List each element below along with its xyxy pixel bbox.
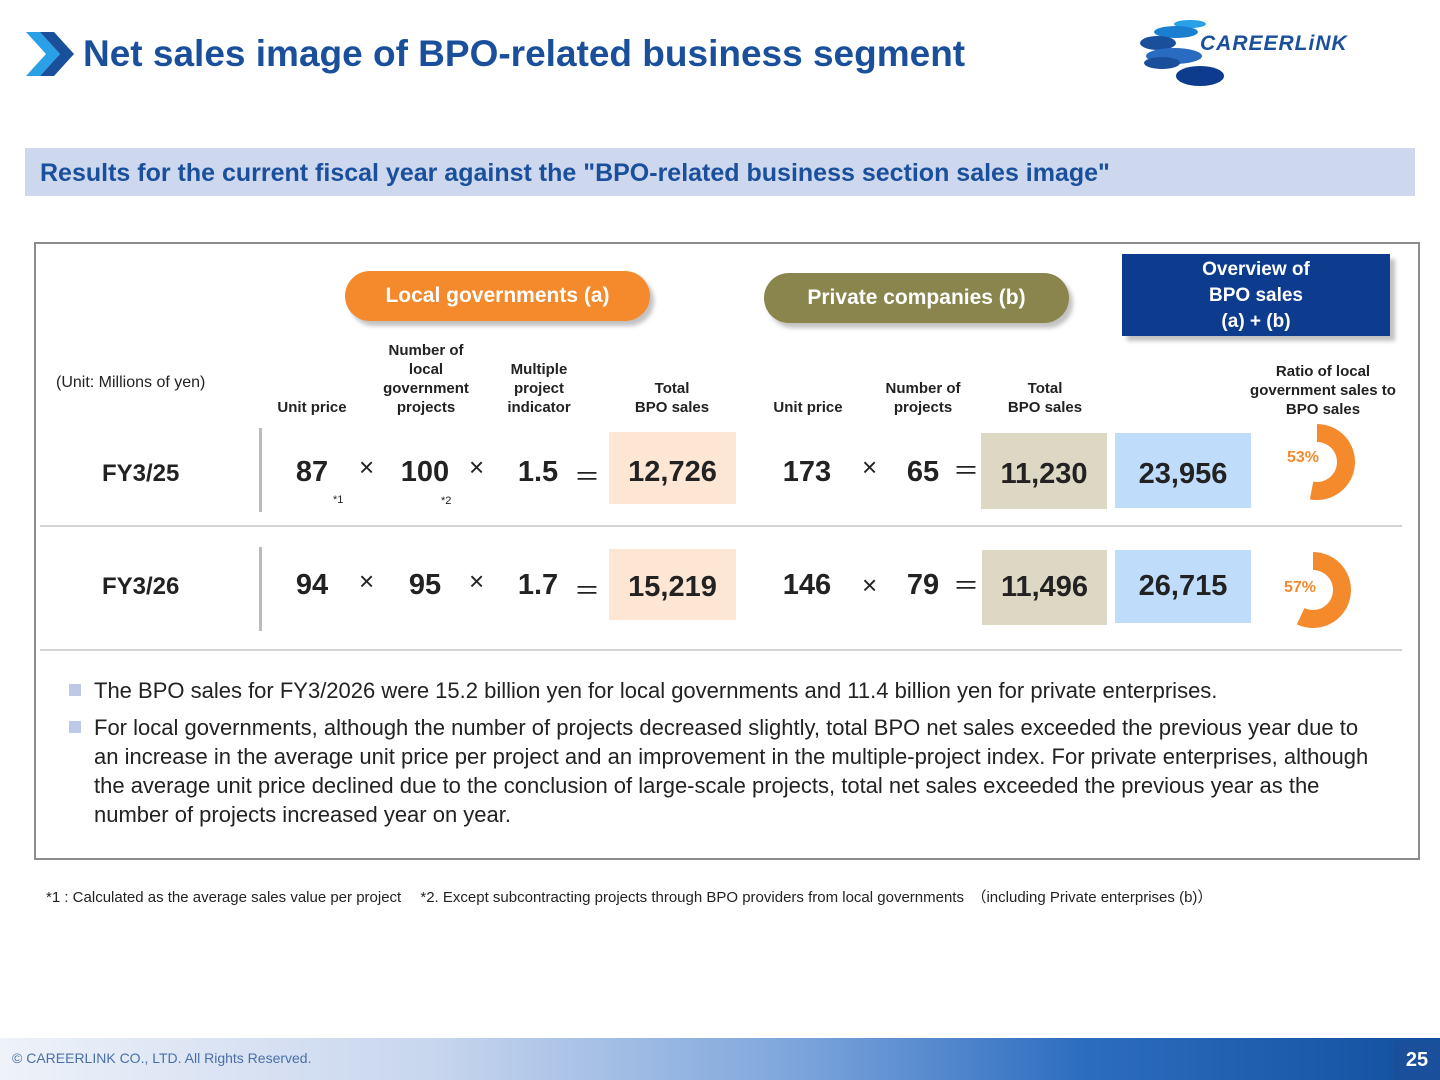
row-divider: [259, 428, 262, 512]
header-text: government: [383, 380, 469, 397]
combined-total-box: 23,956: [1115, 433, 1251, 508]
overview-line-3: (a) + (b): [1221, 311, 1291, 332]
ratio-arc-fy26: [1296, 552, 1351, 628]
ratio-label: 53%: [1287, 449, 1320, 466]
page-title: Net sales image of BPO-related business …: [83, 33, 966, 74]
times-sign: ×: [359, 452, 375, 482]
footnote-marker-2: *2: [441, 495, 452, 507]
ratio-arc-fy25: [1309, 424, 1355, 500]
bullet-item: For local governments, although the numb…: [66, 713, 1386, 829]
equals-sign: ＝: [953, 456, 980, 486]
header-text: BPO sales: [1007, 399, 1083, 416]
times-sign: ×: [469, 452, 485, 482]
a-indicator-value: 1.5: [517, 456, 559, 488]
ratio-donut-fy26: [1296, 552, 1351, 628]
logo-text: CAREERLiNK: [1200, 32, 1348, 55]
times-sign: ×: [359, 566, 375, 596]
equals-sign: ＝: [953, 571, 980, 601]
header-text: Unit price: [277, 399, 347, 416]
overview-line-1: Overview of: [1202, 259, 1310, 280]
header-text: BPO sales: [634, 399, 710, 416]
header-number-local-projects: Number of local government projects: [372, 341, 480, 417]
footnote: *1 : Calculated as the average sales val…: [46, 889, 1213, 906]
ratio-donut-fy25: [1309, 424, 1355, 500]
equals-sign: ＝: [574, 576, 601, 606]
subtitle-text: Results for the current fiscal year agai…: [40, 159, 1110, 187]
b-total-box: 11,230: [981, 433, 1107, 509]
chevron-right-icon: [26, 32, 74, 76]
header-text: local: [408, 361, 444, 378]
equals-sign: ＝: [574, 462, 601, 492]
bullet-text: The BPO sales for FY3/2026 were 15.2 bil…: [94, 678, 1218, 703]
overview-box: Overview of BPO sales (a) + (b): [1122, 254, 1390, 336]
header-text: project: [513, 380, 564, 397]
ratio-label: 57%: [1284, 579, 1317, 596]
header-text: indicator: [507, 399, 571, 416]
subtitle-bar: Results for the current fiscal year agai…: [25, 148, 1415, 196]
b-total-box: 11,496: [982, 550, 1107, 625]
content-frame: [34, 242, 1420, 860]
header-text: BPO sales: [1285, 401, 1361, 418]
row-divider: [259, 547, 262, 631]
header-total-bpo-a: Total BPO sales: [612, 379, 732, 417]
bullet-item: The BPO sales for FY3/2026 were 15.2 bil…: [66, 676, 1386, 705]
a-indicator-value: 1.7: [517, 569, 559, 601]
header-unit-price-a: Unit price: [266, 398, 358, 417]
a-total-box: 12,726: [609, 432, 736, 504]
b-unit-price-value: 173: [782, 456, 832, 488]
row-fy-label: FY3/26: [102, 573, 180, 600]
header-text: Total: [654, 380, 690, 397]
bullet-text: For local governments, although the numb…: [94, 715, 1369, 827]
header-text: Number of: [885, 380, 961, 397]
header-text: Ratio of local: [1275, 363, 1371, 380]
bullet-square-icon: [69, 721, 81, 733]
overview-line-2: BPO sales: [1209, 285, 1303, 306]
header-text: Number of: [388, 342, 464, 359]
company-logo: CAREERLiNK: [1138, 18, 1378, 88]
row-fy-label: FY3/25: [102, 460, 180, 487]
a-unit-price-value: 87: [295, 456, 329, 488]
a-total-box: 15,219: [609, 549, 736, 620]
page-number: 25: [1394, 1041, 1440, 1080]
b-projects-value: 65: [906, 456, 940, 488]
unit-label: (Unit: Millions of yen): [56, 374, 206, 391]
row-separator: [40, 525, 1402, 527]
a-projects-value: 95: [408, 569, 442, 601]
header-total-bpo-b: Total BPO sales: [985, 379, 1105, 417]
logo-mark-icon: [1140, 20, 1224, 86]
copyright: © CAREERLINK CO., LTD. All Rights Reserv…: [12, 1050, 312, 1066]
times-sign: ×: [862, 452, 878, 482]
header-number-projects-b: Number of projects: [872, 379, 974, 417]
header-text: Multiple: [510, 361, 568, 378]
combined-total-box: 26,715: [1115, 550, 1251, 623]
times-sign: ×: [469, 566, 485, 596]
private-companies-label: Private companies (b): [764, 273, 1069, 323]
bullet-list: The BPO sales for FY3/2026 were 15.2 bil…: [66, 676, 1386, 837]
header-text: projects: [893, 399, 953, 416]
a-unit-price-value: 94: [295, 569, 329, 601]
header-text: Total: [1027, 380, 1063, 397]
header-unit-price-b: Unit price: [760, 398, 856, 417]
b-projects-value: 79: [906, 569, 940, 601]
footer-bar: [0, 1038, 1440, 1080]
b-unit-price-value: 146: [782, 569, 832, 601]
a-projects-value: 100: [400, 456, 450, 488]
header-ratio: Ratio of local government sales to BPO s…: [1236, 362, 1410, 419]
footnote-marker-1: *1: [333, 494, 344, 506]
header-text: government sales to: [1250, 382, 1396, 399]
local-governments-label: Local governments (a): [345, 271, 650, 321]
header-text: Unit price: [773, 399, 843, 416]
header-multiple-indicator: Multiple project indicator: [494, 360, 584, 417]
times-sign: ×: [862, 570, 878, 600]
header-text: projects: [396, 399, 456, 416]
bullet-square-icon: [69, 684, 81, 696]
row-separator: [40, 649, 1402, 651]
